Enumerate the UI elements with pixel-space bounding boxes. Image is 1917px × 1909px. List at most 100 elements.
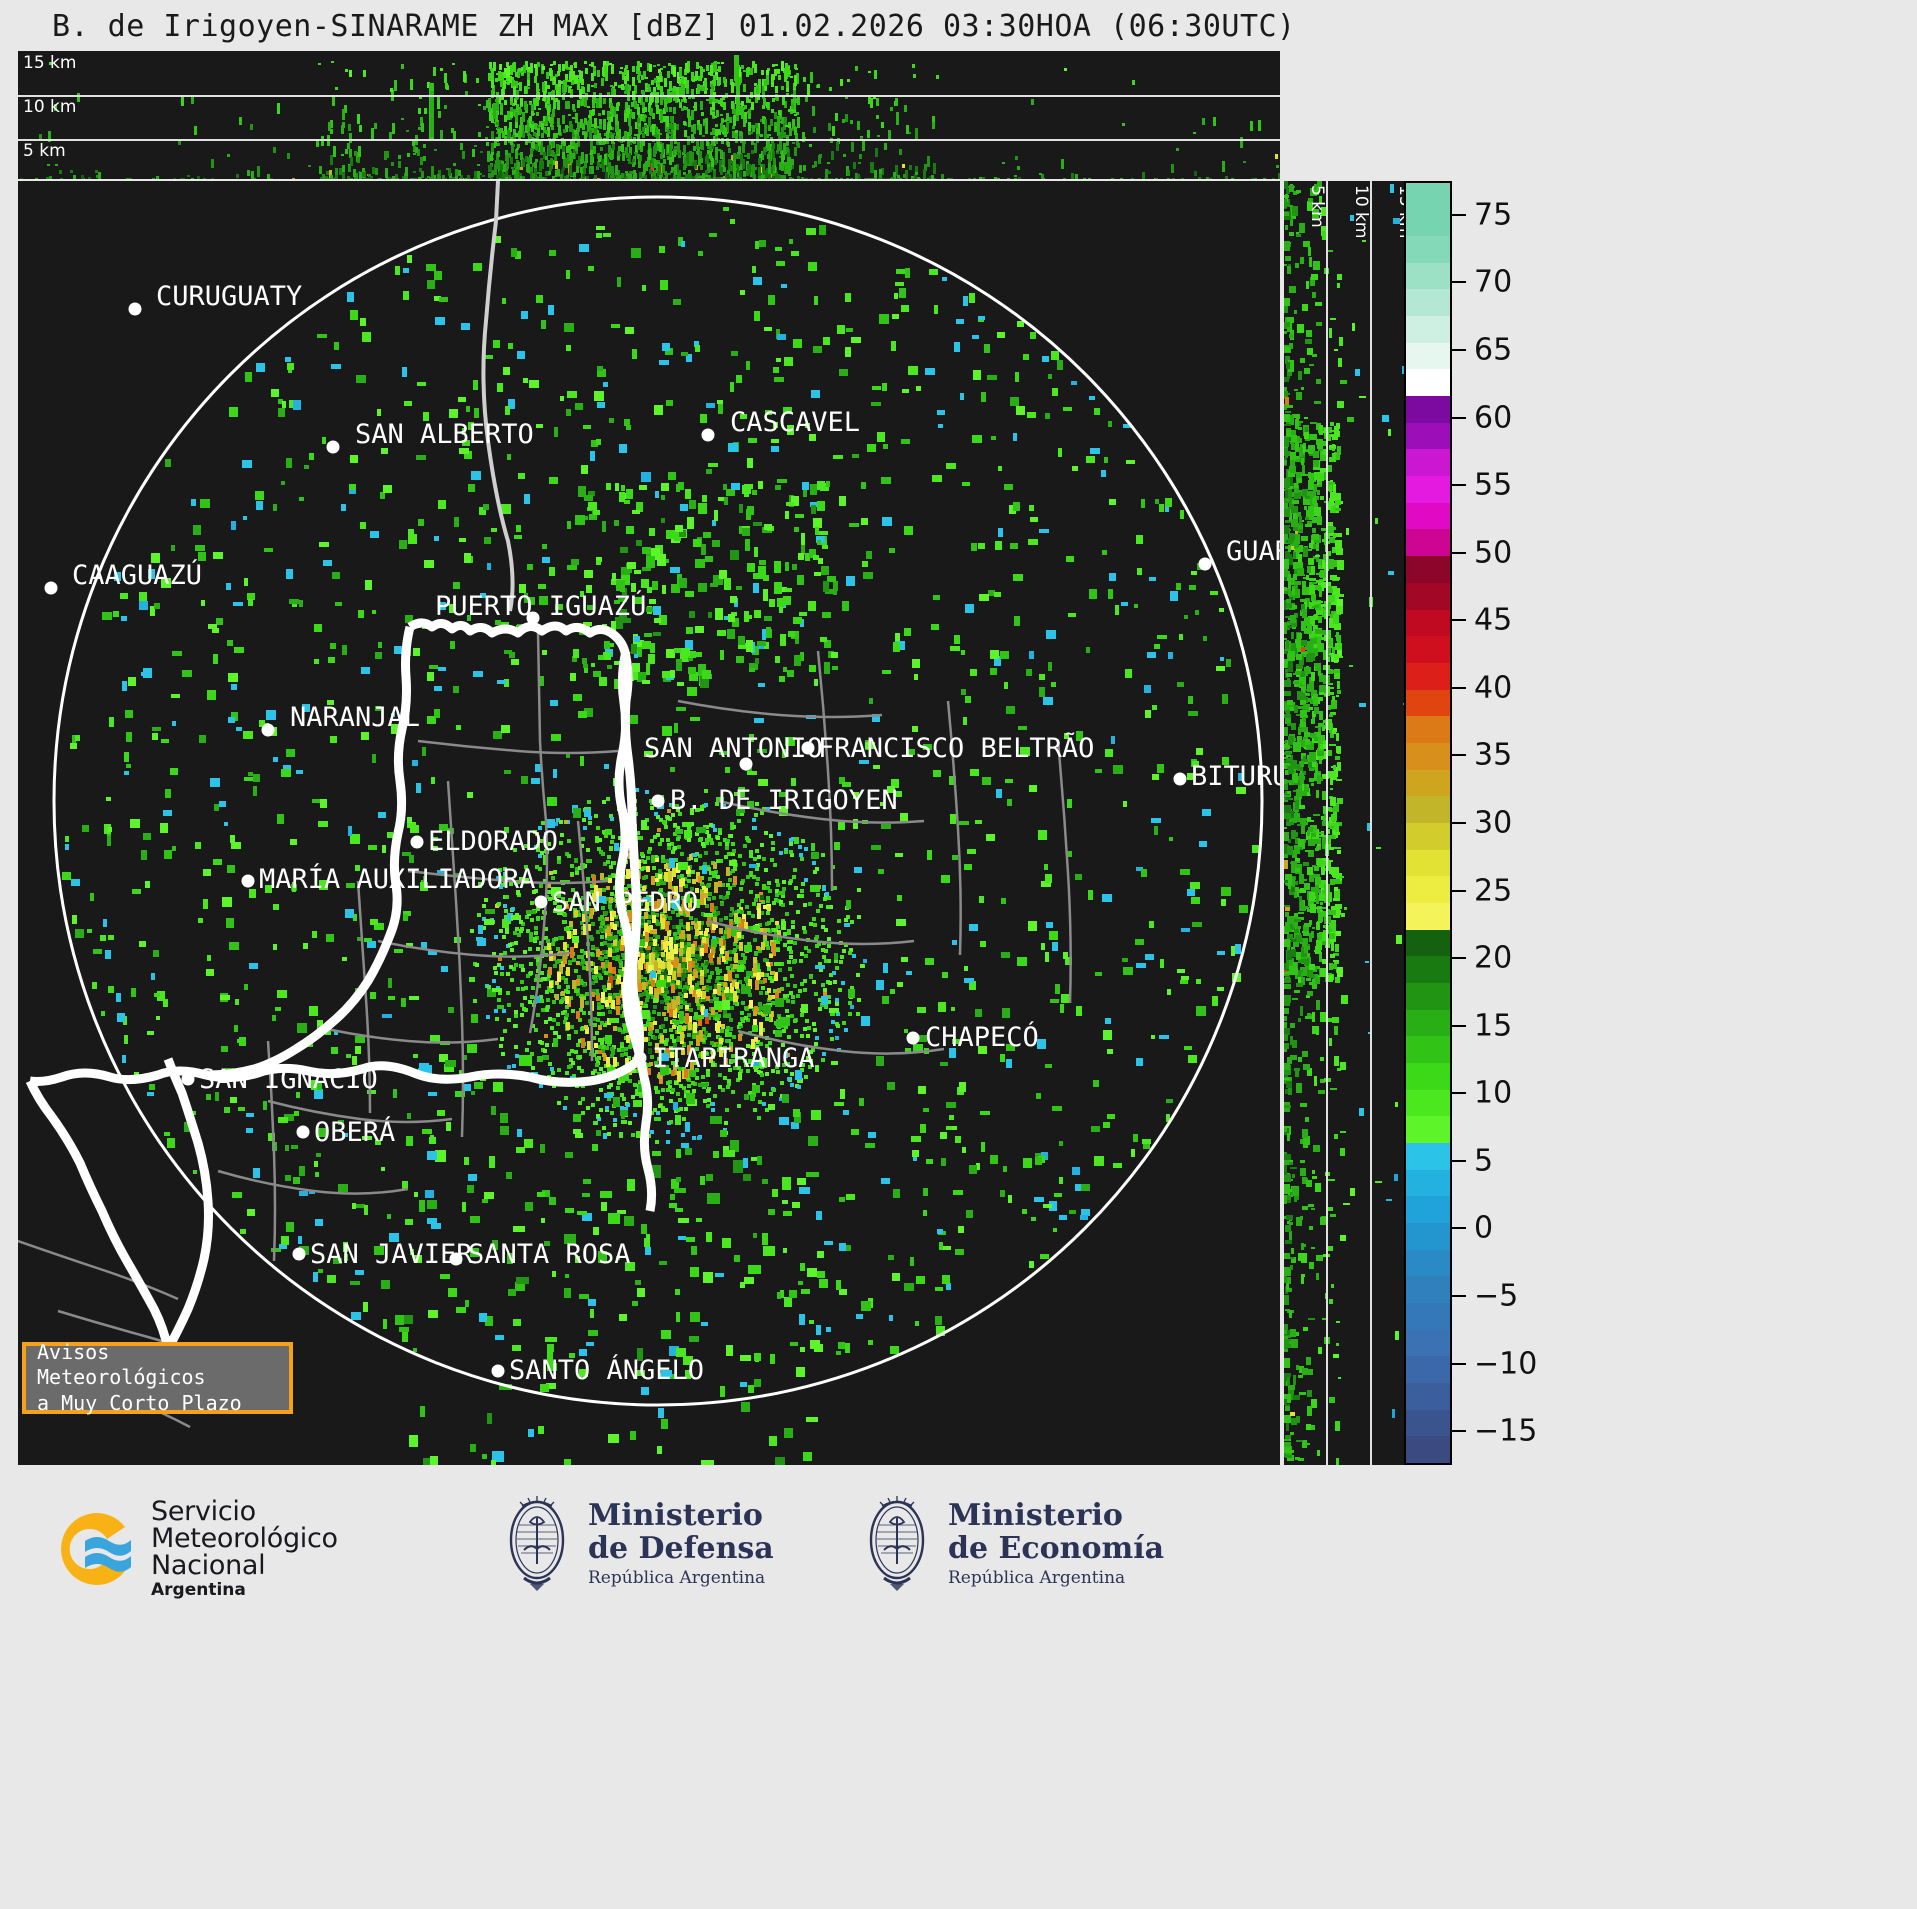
echo-pixel (737, 1066, 741, 1070)
echo-pixel (342, 165, 345, 172)
echo-pixel (648, 143, 651, 151)
echo-pixel (770, 167, 773, 174)
echo-pixel (830, 178, 833, 179)
echo-pixel (565, 74, 568, 80)
echo-pixel (776, 883, 780, 887)
echo-pixel (544, 1034, 548, 1038)
echo-pixel (766, 75, 769, 85)
echo-pixel (525, 139, 528, 145)
echo-pixel (569, 71, 572, 82)
echo-pixel (667, 145, 670, 153)
echo-pixel (814, 161, 817, 167)
echo-pixel (715, 1043, 719, 1047)
echo-pixel (711, 143, 714, 149)
echo-pixel (587, 84, 590, 92)
echo-pixel (580, 167, 583, 173)
echo-pixel (685, 982, 689, 986)
echo-pixel (657, 164, 660, 166)
echo-pixel (575, 893, 579, 897)
echo-pixel (762, 86, 765, 93)
echo-pixel (667, 71, 670, 78)
echo-pixel (270, 178, 273, 179)
echo-pixel (671, 65, 674, 74)
echo-pixel (802, 132, 805, 142)
echo-pixel (741, 108, 744, 119)
echo-pixel (545, 990, 549, 994)
echo-pixel (645, 77, 648, 79)
echo-pixel (544, 177, 547, 179)
echo-pixel (710, 841, 714, 845)
echo-pixel (673, 107, 676, 114)
echo-pixel (698, 155, 701, 166)
echo-pixel (571, 888, 575, 892)
echo-pixel (549, 164, 552, 171)
echo-pixel (799, 165, 802, 173)
echo-pixel (640, 916, 644, 920)
echo-pixel (703, 119, 706, 123)
echo-pixel (794, 127, 797, 135)
echo-pixel (599, 157, 602, 159)
echo-pixel (322, 174, 325, 179)
echo-pixel (493, 111, 496, 119)
echo-pixel (793, 99, 796, 110)
echo-pixel (385, 168, 388, 178)
echo-pixel (589, 64, 592, 66)
echo-pixel (904, 105, 907, 112)
echo-pixel (430, 91, 434, 137)
echo-pixel (460, 143, 463, 150)
echo-pixel (777, 174, 780, 178)
echo-pixel (644, 125, 647, 128)
echo-pixel (784, 101, 787, 108)
echo-pixel (842, 119, 845, 123)
echo-pixel (693, 106, 696, 108)
echo-pixel (341, 154, 344, 156)
echo-pixel (631, 1095, 635, 1099)
echo-pixel (755, 97, 758, 103)
echo-pixel (878, 178, 881, 179)
echo-pixel (495, 160, 498, 165)
echo-pixel (648, 149, 651, 160)
echo-pixel (790, 853, 794, 857)
echo-pixel (1275, 154, 1278, 159)
echo-pixel (687, 873, 691, 877)
echo-pixel (762, 173, 765, 179)
echo-pixel (627, 139, 630, 147)
height-label-15km: 15 km (23, 53, 77, 73)
echo-pixel (542, 147, 545, 152)
echo-pixel (706, 1089, 710, 1093)
echo-pixel (684, 884, 688, 888)
echo-pixel (70, 170, 73, 173)
echo-pixel (524, 986, 528, 990)
echo-pixel (608, 875, 612, 879)
echo-pixel (511, 143, 514, 153)
echo-pixel (1061, 159, 1064, 169)
echo-pixel (581, 1097, 585, 1101)
echo-pixel (724, 120, 727, 122)
echo-pixel (287, 153, 290, 159)
echo-pixel (859, 154, 862, 159)
echo-pixel (716, 110, 719, 117)
echo-pixel (421, 123, 424, 132)
echo-pixel (689, 151, 692, 154)
echo-pixel (587, 106, 590, 108)
echo-pixel (699, 176, 702, 178)
echo-pixel (553, 98, 556, 109)
echo-pixel (628, 1079, 632, 1083)
echo-pixel (611, 64, 614, 74)
echo-pixel (683, 172, 686, 175)
echo-pixel (1213, 117, 1216, 126)
echo-pixel (610, 112, 613, 122)
echo-pixel (467, 175, 470, 179)
echo-pixel (717, 62, 720, 64)
echo-pixel (684, 77, 687, 88)
echo-pixel (537, 62, 540, 67)
echo-pixel (686, 88, 689, 94)
echo-pixel (700, 921, 704, 925)
echo-pixel (527, 157, 530, 166)
echo-pixel (413, 146, 416, 152)
echo-pixel (657, 64, 660, 66)
echo-pixel (608, 162, 611, 173)
echo-pixel (330, 120, 333, 128)
echo-pixel (764, 831, 768, 835)
